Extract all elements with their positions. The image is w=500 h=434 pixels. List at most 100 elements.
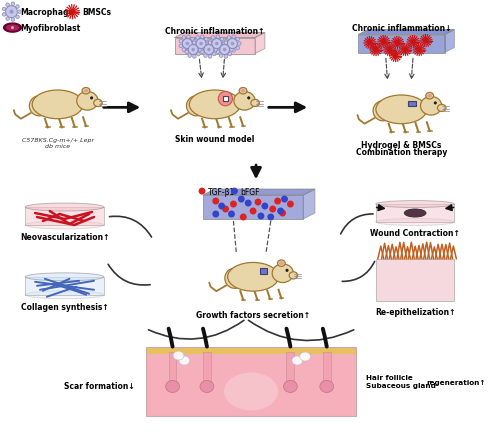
Polygon shape xyxy=(25,277,104,295)
Ellipse shape xyxy=(30,96,49,117)
Circle shape xyxy=(388,49,392,52)
Circle shape xyxy=(182,49,186,52)
Circle shape xyxy=(374,49,378,52)
Circle shape xyxy=(228,36,231,40)
Ellipse shape xyxy=(234,92,255,111)
Circle shape xyxy=(220,46,230,56)
Ellipse shape xyxy=(427,95,432,98)
Circle shape xyxy=(6,18,10,21)
Circle shape xyxy=(196,53,200,57)
Circle shape xyxy=(196,39,206,49)
Circle shape xyxy=(220,55,223,58)
Ellipse shape xyxy=(320,381,334,392)
Circle shape xyxy=(6,4,10,7)
Circle shape xyxy=(232,36,235,39)
Circle shape xyxy=(212,53,216,57)
Circle shape xyxy=(258,213,264,220)
Polygon shape xyxy=(4,24,22,33)
Circle shape xyxy=(185,46,188,50)
Polygon shape xyxy=(358,30,454,36)
FancyBboxPatch shape xyxy=(222,96,228,102)
Circle shape xyxy=(262,203,268,210)
Ellipse shape xyxy=(166,381,179,392)
Circle shape xyxy=(11,3,15,7)
Circle shape xyxy=(222,43,226,46)
Circle shape xyxy=(216,49,220,53)
Circle shape xyxy=(268,214,274,221)
Circle shape xyxy=(215,43,218,46)
Circle shape xyxy=(214,49,218,52)
Text: regeneration↑: regeneration↑ xyxy=(426,378,486,385)
Circle shape xyxy=(207,49,210,52)
Circle shape xyxy=(200,43,203,46)
Circle shape xyxy=(238,196,244,203)
Circle shape xyxy=(212,49,215,52)
Circle shape xyxy=(100,103,102,105)
Circle shape xyxy=(198,188,205,195)
Circle shape xyxy=(224,40,228,44)
Circle shape xyxy=(368,42,372,45)
Circle shape xyxy=(186,43,189,46)
Circle shape xyxy=(394,55,398,58)
Circle shape xyxy=(188,55,192,58)
Ellipse shape xyxy=(25,221,104,230)
Circle shape xyxy=(6,7,18,19)
Ellipse shape xyxy=(190,91,240,119)
Circle shape xyxy=(196,36,200,40)
Text: BMSCs: BMSCs xyxy=(82,8,111,17)
Circle shape xyxy=(188,43,192,46)
Circle shape xyxy=(206,43,210,46)
Ellipse shape xyxy=(25,204,104,211)
Circle shape xyxy=(188,46,198,56)
Circle shape xyxy=(18,11,21,14)
Ellipse shape xyxy=(292,356,302,365)
Circle shape xyxy=(2,8,6,12)
Circle shape xyxy=(223,49,226,52)
FancyBboxPatch shape xyxy=(323,352,330,381)
Circle shape xyxy=(90,97,93,100)
Polygon shape xyxy=(25,207,104,225)
Ellipse shape xyxy=(404,210,426,217)
Polygon shape xyxy=(255,33,265,54)
Ellipse shape xyxy=(173,351,184,360)
Circle shape xyxy=(232,49,235,53)
Circle shape xyxy=(286,269,288,272)
Circle shape xyxy=(196,49,200,52)
Circle shape xyxy=(274,198,281,205)
Ellipse shape xyxy=(272,264,293,283)
Text: bFGF: bFGF xyxy=(240,187,260,196)
Circle shape xyxy=(200,36,204,39)
Circle shape xyxy=(222,206,229,213)
Circle shape xyxy=(230,43,234,46)
Circle shape xyxy=(218,92,232,107)
Circle shape xyxy=(16,6,20,9)
Circle shape xyxy=(2,13,6,17)
Circle shape xyxy=(270,206,276,213)
Circle shape xyxy=(228,211,235,218)
Circle shape xyxy=(182,39,192,49)
Circle shape xyxy=(200,49,204,53)
Circle shape xyxy=(434,102,437,105)
Ellipse shape xyxy=(300,352,310,361)
Ellipse shape xyxy=(228,263,278,292)
Circle shape xyxy=(224,45,228,49)
Circle shape xyxy=(204,43,207,46)
Circle shape xyxy=(212,198,219,205)
Polygon shape xyxy=(444,30,454,53)
Text: Wound Contraction↑: Wound Contraction↑ xyxy=(370,228,460,237)
Ellipse shape xyxy=(84,90,88,93)
Circle shape xyxy=(238,43,241,46)
Text: Skin wound model: Skin wound model xyxy=(175,135,254,144)
Circle shape xyxy=(16,16,20,20)
Circle shape xyxy=(192,43,196,46)
Circle shape xyxy=(396,42,399,45)
Text: Collagen synthesis↑: Collagen synthesis↑ xyxy=(20,302,108,311)
Circle shape xyxy=(11,27,14,30)
Circle shape xyxy=(192,49,195,52)
FancyBboxPatch shape xyxy=(168,352,176,381)
Circle shape xyxy=(204,38,208,42)
Text: Myofibroblast: Myofibroblast xyxy=(20,24,80,33)
Circle shape xyxy=(281,196,288,203)
Circle shape xyxy=(231,188,238,195)
Ellipse shape xyxy=(438,105,446,112)
